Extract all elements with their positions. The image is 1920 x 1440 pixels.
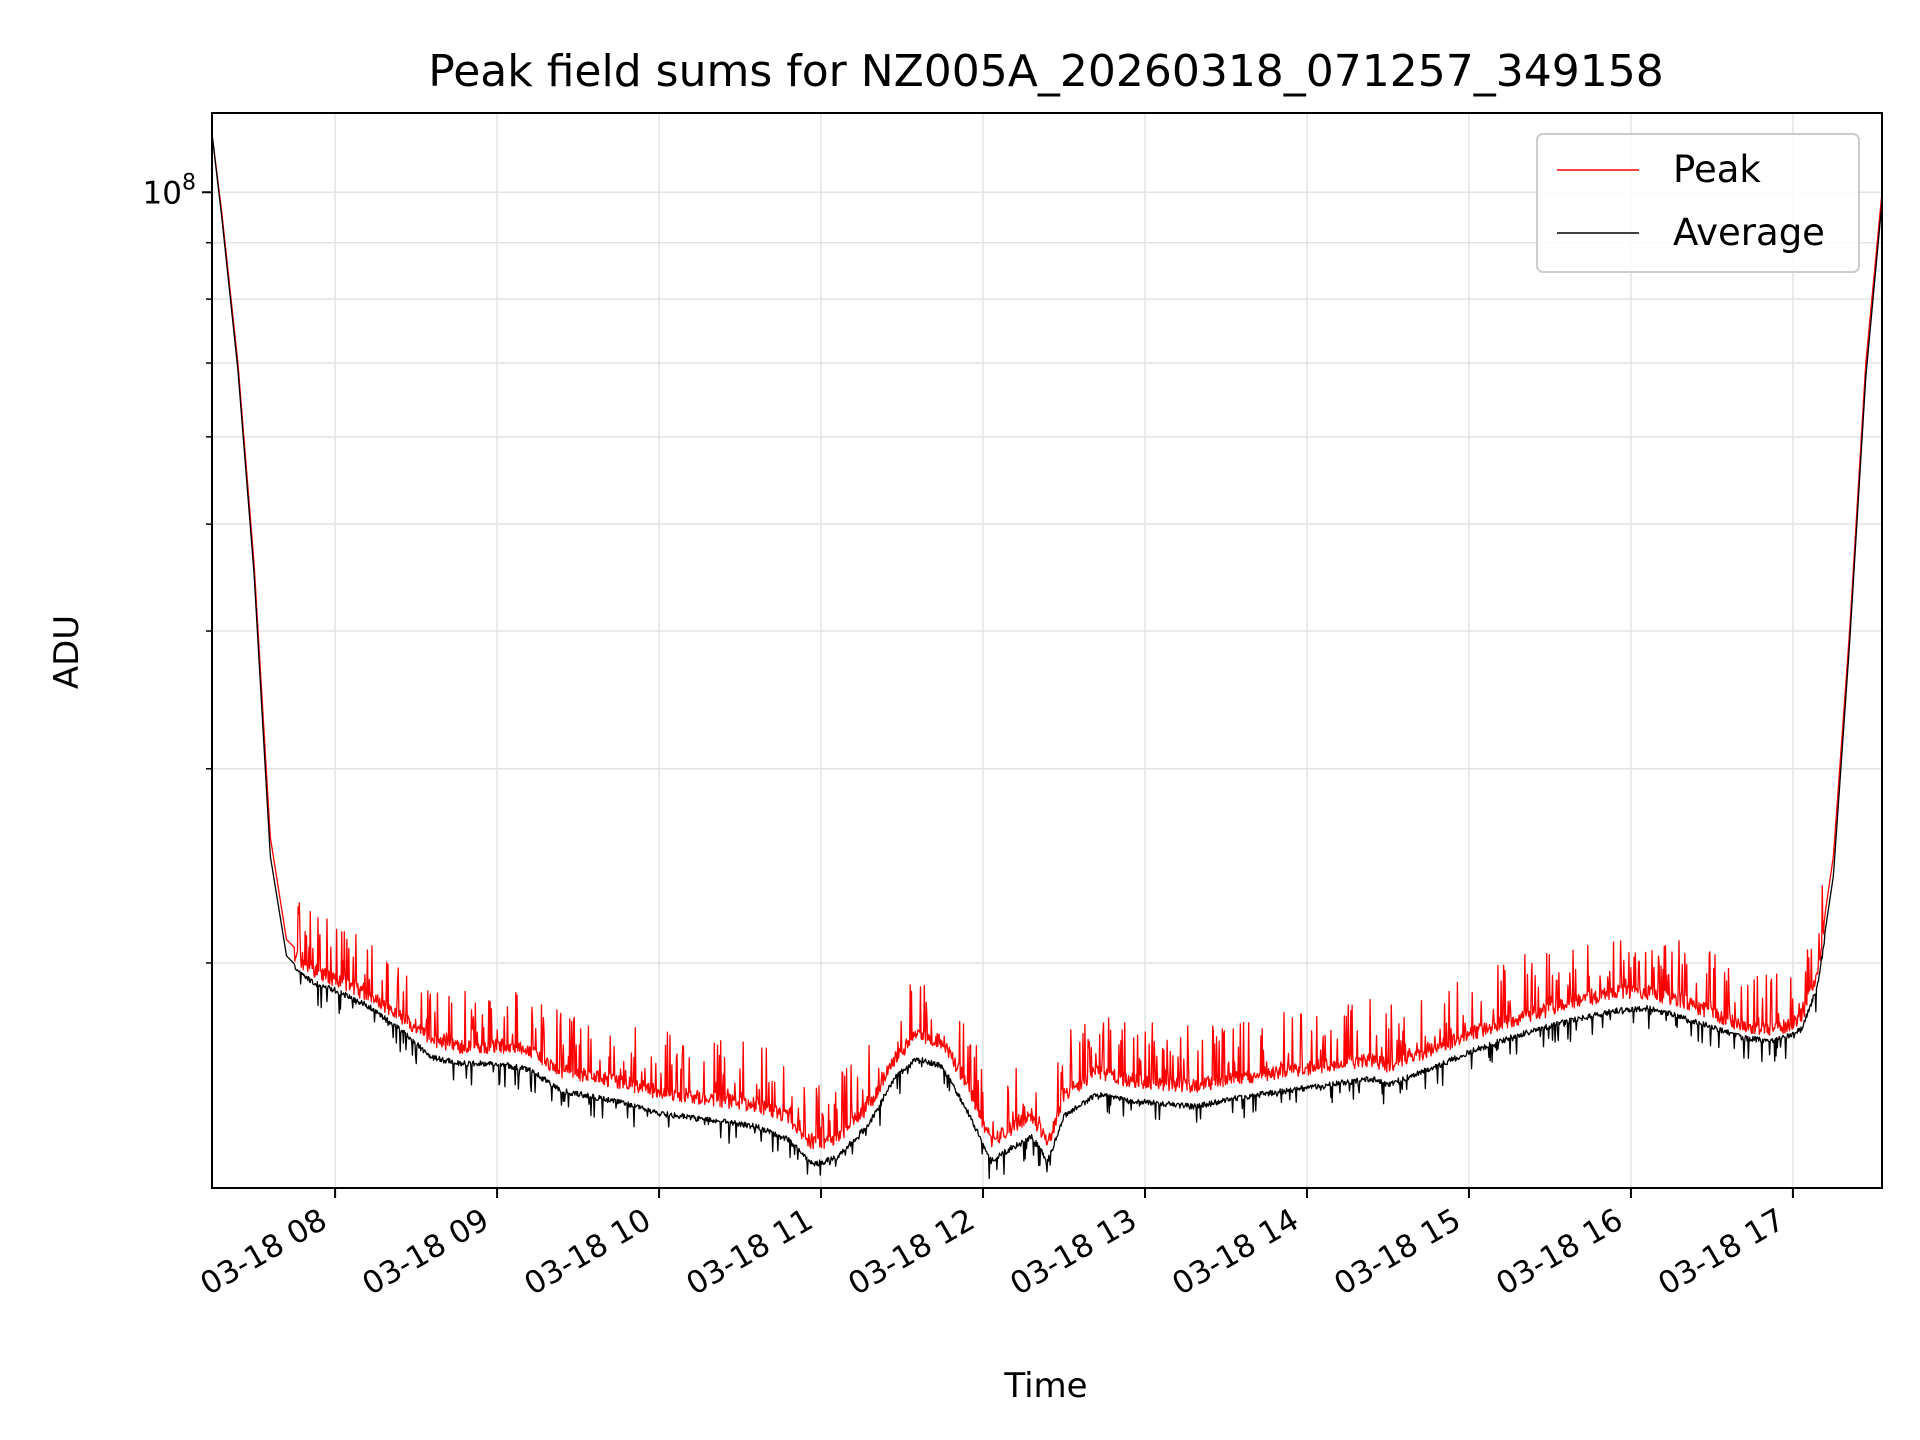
- legend-box: [1536, 133, 1860, 273]
- legend: Peak Average: [1536, 133, 1860, 273]
- legend-average-label: Average: [1673, 211, 1825, 254]
- legend-peak-label: Peak: [1673, 148, 1761, 191]
- series-average-line: [211, 133, 1883, 1180]
- series-area: [211, 133, 1883, 1180]
- series-peak-line: [211, 133, 1883, 1150]
- y-axis-label: ADU: [47, 615, 87, 689]
- plot-frame: [211, 112, 1883, 1189]
- chart-title: Peak field sums for NZ005A_20260318_0712…: [428, 46, 1663, 97]
- x-axis-label: Time: [1003, 1366, 1087, 1406]
